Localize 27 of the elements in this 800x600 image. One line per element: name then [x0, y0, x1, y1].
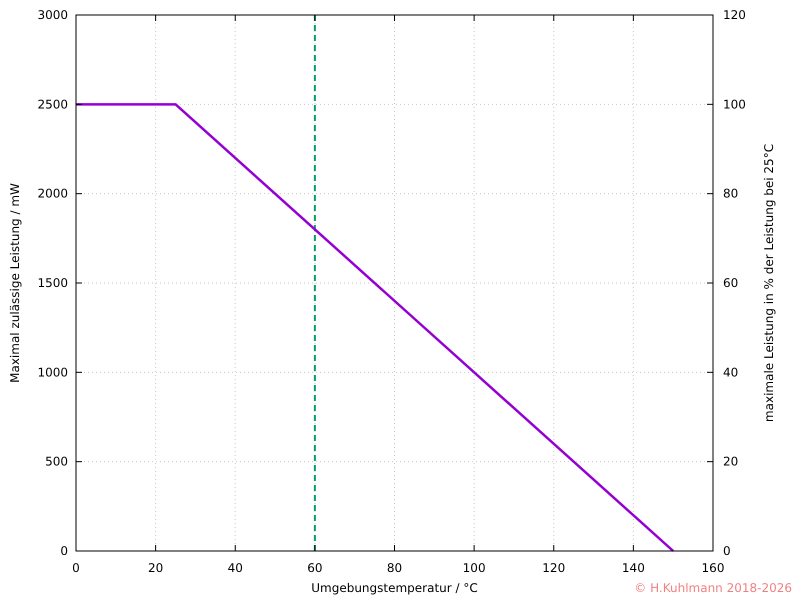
x-tick-label: 40 [228, 561, 243, 575]
x-tick-label: 80 [386, 561, 402, 575]
y-tick-label: 500 [45, 454, 68, 469]
x-tick-label: 20 [148, 561, 164, 575]
y2-tick-label: 20 [723, 454, 738, 469]
x-tick-label: 100 [462, 561, 486, 575]
y2-tick-label: 40 [723, 365, 738, 380]
y-tick-label: 0 [60, 544, 68, 558]
y2-tick-label: 100 [723, 97, 746, 112]
y2-axis-title: maximale Leistung in % der Leistung bei 25°C [762, 144, 776, 422]
y-tick-label: 1000 [37, 365, 68, 380]
y-tick-label: 2000 [37, 186, 68, 201]
x-tick-label: 120 [542, 561, 566, 575]
y-tick-label: 2500 [37, 97, 68, 112]
x-axis-title: Umgebungstemperatur / °C [311, 581, 478, 595]
y-axis-title: Maximal zulässige Leistung / mW [8, 182, 22, 383]
y2-tick-label: 80 [723, 186, 738, 201]
x-tick-label: 140 [622, 561, 645, 575]
y2-tick-label: 0 [723, 544, 731, 558]
y2-tick-label: 60 [723, 276, 738, 290]
x-tick-label: 60 [307, 561, 323, 575]
y2-tick-label: 120 [723, 8, 746, 22]
y-tick-label: 3000 [37, 8, 68, 22]
x-tick-label: 160 [702, 561, 724, 575]
y-tick-label: 1500 [37, 276, 68, 290]
text: © H.Kuhlmann 2018-2026 [634, 581, 792, 595]
x-tick-label: 0 [72, 561, 80, 575]
